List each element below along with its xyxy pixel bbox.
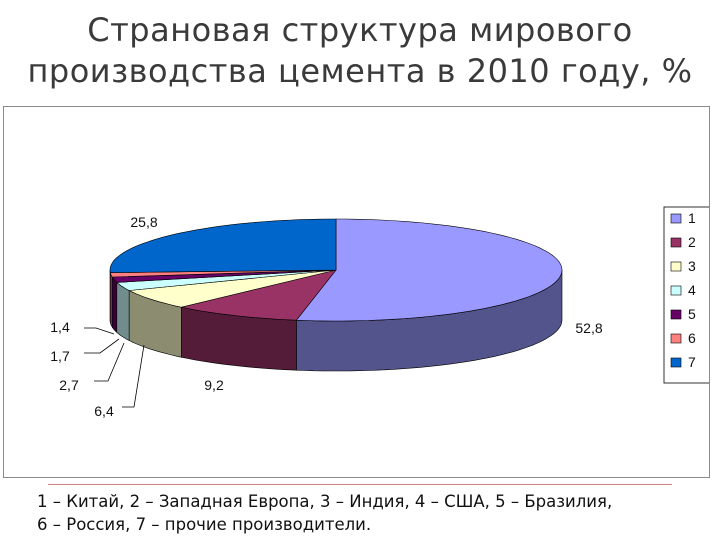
legend: 1 2 3 4 5 6 7 — [663, 206, 711, 384]
pie-slice-2 — [181, 269, 337, 321]
leader-line-4 — [94, 342, 125, 382]
caption-line-1: 1 – Китай, 2 – Западная Европа, 3 – Инди… — [37, 492, 613, 511]
legend-label-3: 3 — [688, 258, 696, 274]
chart-title-line-2: производства цемента в 2010 году, % — [27, 52, 693, 90]
legend-swatch-1 — [670, 213, 682, 224]
data-label-6: 1,4 — [50, 319, 70, 335]
caption-line-2: 6 – Россия, 7 – прочие производители. — [37, 515, 372, 534]
chart-title: Страновая структура мирового производств… — [0, 10, 720, 92]
legend-label-6: 6 — [688, 330, 696, 346]
pie-chart: 52,8 9,2 6,4 2,7 1,7 1,4 25,8 1 2 3 4 5 6 7 — [50, 206, 711, 419]
leader-line-3 — [122, 344, 145, 408]
pie-tops — [109, 218, 563, 322]
legend-label-1: 1 — [688, 210, 696, 226]
legend-label-7: 7 — [688, 354, 696, 370]
legend-label-4: 4 — [688, 282, 696, 298]
leader-line-6 — [84, 327, 115, 335]
legend-caption: 1 – Китай, 2 – Западная Европа, 3 – Инди… — [37, 490, 717, 536]
leader-line-5 — [84, 338, 120, 354]
leader-lines — [84, 327, 145, 408]
legend-swatch-2 — [670, 237, 682, 248]
data-label-3: 6,4 — [94, 403, 114, 419]
legend-swatch-5 — [670, 309, 682, 320]
data-labels: 52,8 9,2 6,4 2,7 1,7 1,4 25,8 — [50, 214, 603, 419]
pie-slice-1 — [295, 218, 563, 322]
legend-label-2: 2 — [688, 234, 696, 250]
pie-side-5 — [111, 276, 118, 334]
data-label-5: 1,7 — [50, 348, 70, 364]
legend-swatch-7 — [670, 357, 682, 368]
pie-side-4 — [116, 281, 130, 341]
data-label-4: 2,7 — [59, 377, 79, 393]
pie-slice-3 — [128, 269, 337, 308]
data-label-2: 9,2 — [204, 377, 224, 393]
chart-area: 52,8 9,2 6,4 2,7 1,7 1,4 25,8 1 2 3 4 5 6 7 — [3, 106, 711, 478]
data-label-1: 52,8 — [575, 320, 602, 336]
divider-line — [48, 484, 672, 485]
legend-swatch-3 — [670, 261, 682, 272]
chart-title-line-1: Страновая структура мирового — [87, 11, 633, 49]
legend-swatch-4 — [670, 285, 682, 296]
data-label-7: 25,8 — [130, 214, 157, 230]
pie-slice-7 — [109, 218, 337, 273]
legend-label-5: 5 — [688, 306, 696, 322]
legend-swatch-6 — [670, 333, 682, 344]
